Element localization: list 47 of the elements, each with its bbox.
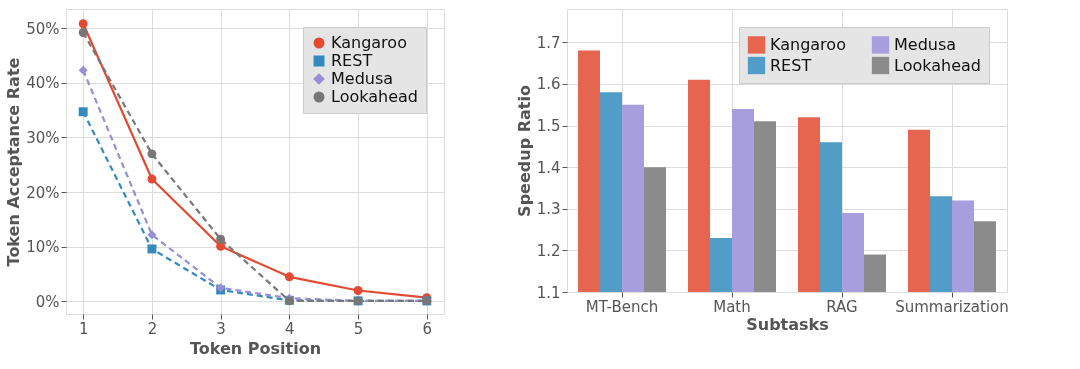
point [147,244,157,254]
y-tick-label: 1.6 [536,75,561,94]
legend-label: REST [331,51,373,70]
x-tick-label: 1 [78,319,89,338]
y-tick-label: 40% [26,74,60,93]
x-tick-label: MT-Bench [585,297,659,316]
legend-label: Kangaroo [770,34,846,54]
y-tick-label: 20% [26,183,60,202]
legend-label: Medusa [894,34,957,54]
legend-label: Medusa [331,69,394,88]
y-axis-title: Speedup Ratio [514,85,534,217]
y-tick-label: 1.1 [536,283,561,302]
legend-label: REST [770,55,812,75]
y-tick-label: 50% [26,19,60,38]
y-tick-label: 1.3 [536,200,561,219]
x-tick-label: 2 [147,319,158,338]
x-tick-label: RAG [826,297,858,316]
point [353,286,363,295]
point [147,174,157,184]
point [78,65,88,75]
x-tick-label: Math [713,297,751,316]
x-tick-label: 5 [353,319,364,338]
x-tick-label: 4 [285,319,295,338]
x-axis-title: Token Position [189,338,322,358]
point [147,230,157,240]
point [216,241,226,251]
y-tick-label: 10% [26,238,60,257]
legend-label: Kangaroo [331,33,407,52]
y-tick-label: 1.4 [536,158,561,177]
legend-label: Lookahead [894,55,981,75]
point [78,19,88,29]
point [78,28,88,37]
point [78,107,88,117]
y-tick-label: 1.2 [536,241,561,260]
y-tick-label: 0% [35,292,60,311]
point [147,149,157,159]
y-axis-title: Token Acceptance Rate [4,57,24,267]
x-tick-label: 3 [216,319,226,338]
y-tick-label: 30% [26,128,60,147]
legend-label: Lookahead [331,87,418,106]
x-axis-title: Subtasks [746,314,829,334]
point [284,272,294,282]
x-tick-label: 6 [422,319,433,338]
y-tick-label: 1.5 [536,117,561,136]
y-tick-label: 1.7 [536,33,561,52]
point [216,234,226,244]
x-tick-label: Summarization [895,297,1009,316]
